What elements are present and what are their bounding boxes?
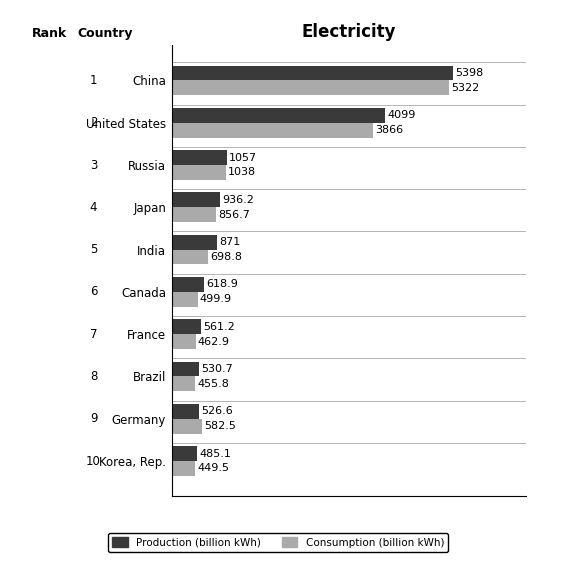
Bar <box>172 123 373 138</box>
Bar <box>172 461 195 476</box>
Text: 10: 10 <box>86 455 101 468</box>
Text: 462.9: 462.9 <box>198 337 230 346</box>
Bar <box>172 81 449 95</box>
Bar <box>172 150 227 165</box>
Text: 698.8: 698.8 <box>210 252 242 262</box>
Text: 8: 8 <box>90 370 97 383</box>
Text: 4: 4 <box>90 201 97 214</box>
Bar <box>172 292 198 307</box>
Text: 449.5: 449.5 <box>197 464 229 473</box>
Text: 526.6: 526.6 <box>201 406 233 416</box>
Bar <box>172 165 226 180</box>
Text: 561.2: 561.2 <box>203 321 235 332</box>
Text: Rank: Rank <box>31 27 67 39</box>
Bar <box>172 334 196 349</box>
Text: 2: 2 <box>90 116 97 129</box>
Text: 485.1: 485.1 <box>199 448 231 459</box>
Title: Electricity: Electricity <box>301 23 396 41</box>
Text: 582.5: 582.5 <box>204 421 236 431</box>
Text: 618.9: 618.9 <box>206 280 238 289</box>
Text: Country: Country <box>77 27 133 39</box>
Text: 1: 1 <box>90 74 97 87</box>
Bar <box>172 418 202 434</box>
Bar <box>172 65 453 81</box>
Text: 5: 5 <box>90 243 97 256</box>
Bar <box>172 235 217 250</box>
Text: 9: 9 <box>90 412 97 425</box>
Text: 3866: 3866 <box>375 125 403 135</box>
Text: 3: 3 <box>90 158 97 171</box>
Text: 1057: 1057 <box>229 153 257 162</box>
Bar <box>172 376 196 391</box>
Text: 1038: 1038 <box>228 168 256 178</box>
Text: 5398: 5398 <box>455 68 483 78</box>
Legend: Production (billion kWh), Consumption (billion kWh): Production (billion kWh), Consumption (b… <box>108 533 448 552</box>
Text: 7: 7 <box>90 328 97 341</box>
Bar <box>172 277 204 292</box>
Text: 5322: 5322 <box>451 83 479 93</box>
Text: 936.2: 936.2 <box>223 195 255 205</box>
Text: 871: 871 <box>219 237 240 247</box>
Bar <box>172 362 199 376</box>
Bar <box>172 250 208 265</box>
Text: 856.7: 856.7 <box>219 210 250 220</box>
Text: 455.8: 455.8 <box>197 379 229 389</box>
Bar <box>172 108 386 123</box>
Text: 530.7: 530.7 <box>201 364 233 374</box>
Bar <box>172 192 220 208</box>
Text: 499.9: 499.9 <box>200 294 232 304</box>
Text: 4099: 4099 <box>387 111 416 120</box>
Bar <box>172 446 197 461</box>
Bar <box>172 208 216 222</box>
Text: 6: 6 <box>90 285 97 298</box>
Bar <box>172 319 201 334</box>
Bar <box>172 404 199 418</box>
